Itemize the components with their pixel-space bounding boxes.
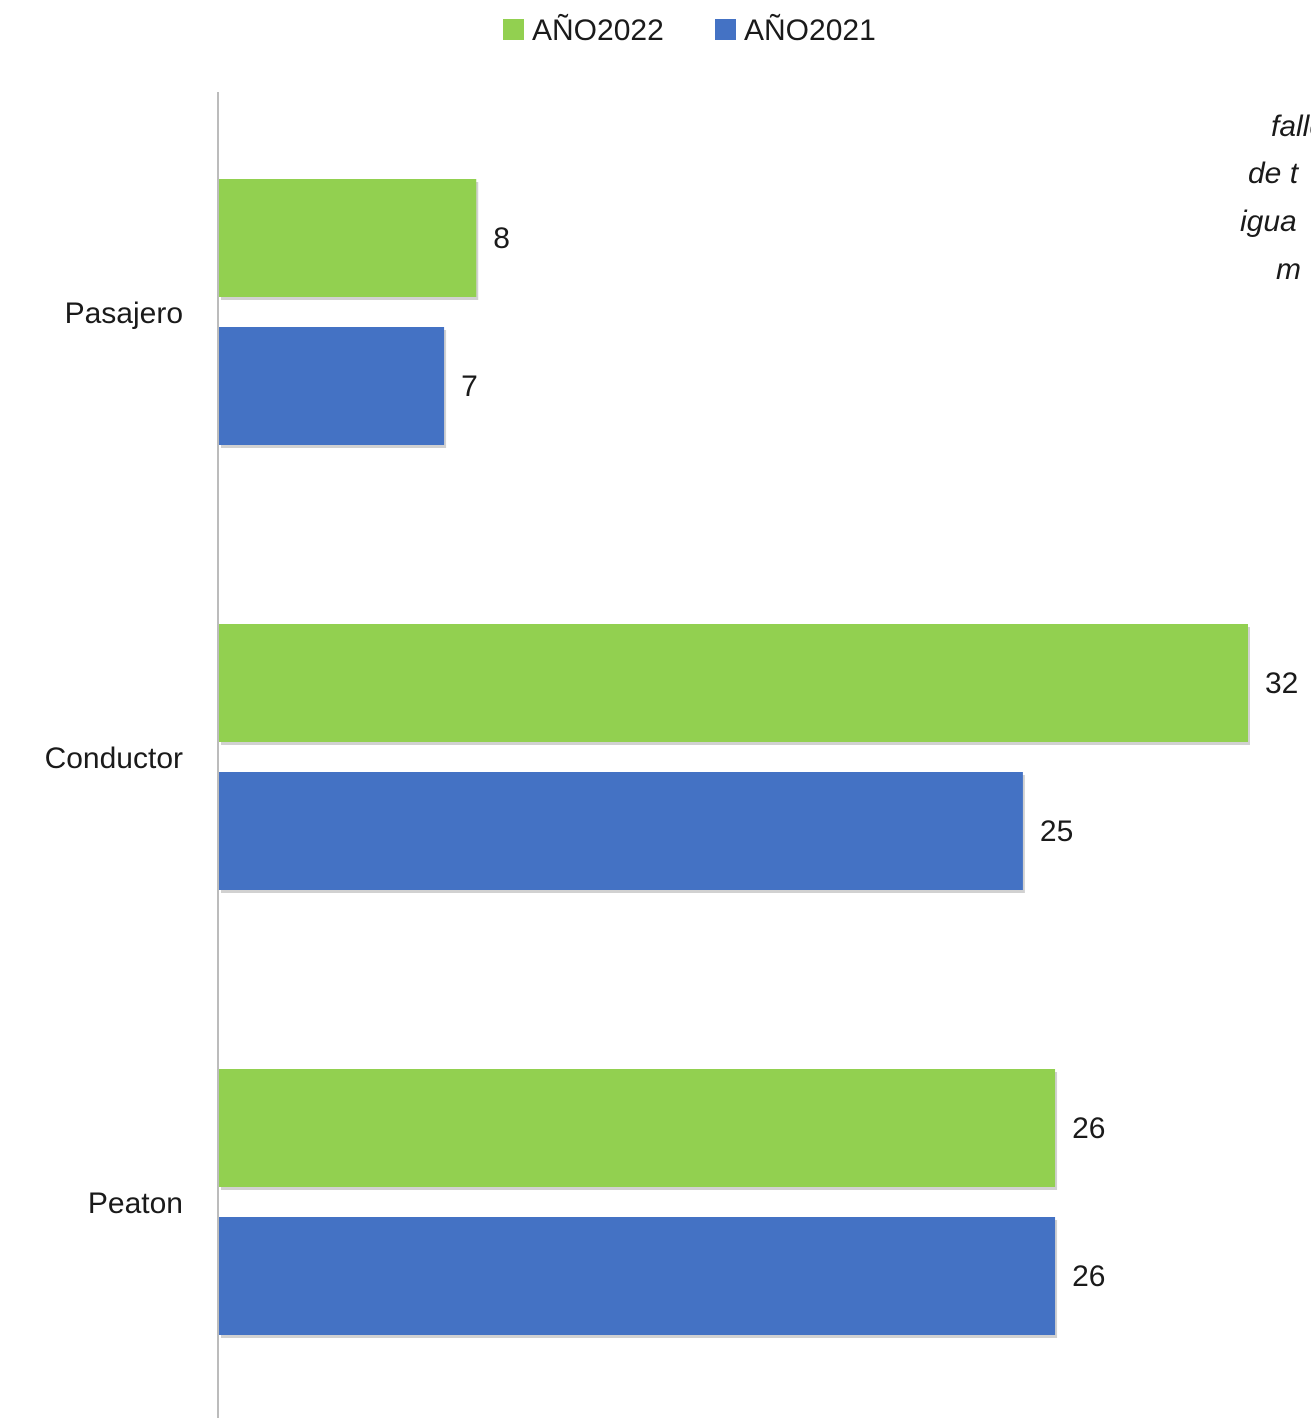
data-label: 26 bbox=[1072, 1112, 1105, 1145]
legend-label-ano2022: AÑO2022 bbox=[532, 13, 664, 47]
legend-swatch-ano2021 bbox=[715, 19, 736, 40]
category-labels: Pasajero Conductor Peaton bbox=[45, 297, 183, 1220]
data-labels: 8 7 32 25 26 26 bbox=[461, 222, 1298, 1293]
data-label: 7 bbox=[461, 370, 478, 403]
legend-label-ano2021: AÑO2021 bbox=[744, 13, 876, 47]
annotation-line: m bbox=[1276, 253, 1301, 286]
annotation-line: igua bbox=[1240, 205, 1297, 238]
legend-swatch-ano2022 bbox=[503, 19, 524, 40]
data-label: 8 bbox=[493, 222, 510, 255]
legend: AÑO2022 AÑO2021 bbox=[503, 13, 876, 47]
bars bbox=[219, 179, 1250, 1338]
bar-pasajero-ano2021 bbox=[219, 327, 445, 445]
bar-conductor-ano2021 bbox=[219, 772, 1023, 890]
data-label: 25 bbox=[1040, 815, 1073, 848]
category-label: Peaton bbox=[88, 1187, 183, 1220]
category-label: Pasajero bbox=[65, 297, 183, 330]
bar-conductor-ano2022 bbox=[219, 624, 1248, 742]
annotation-line: falle bbox=[1271, 110, 1311, 143]
category-label: Conductor bbox=[45, 742, 183, 775]
annotation-line: de t bbox=[1248, 157, 1300, 190]
data-label: 26 bbox=[1072, 1260, 1105, 1293]
annotation-text: falle de t igua m bbox=[1240, 110, 1311, 286]
data-label: 32 bbox=[1265, 667, 1298, 700]
bar-pasajero-ano2022 bbox=[219, 179, 477, 297]
bar-peaton-ano2022 bbox=[219, 1069, 1056, 1187]
bar-peaton-ano2021 bbox=[219, 1217, 1056, 1335]
